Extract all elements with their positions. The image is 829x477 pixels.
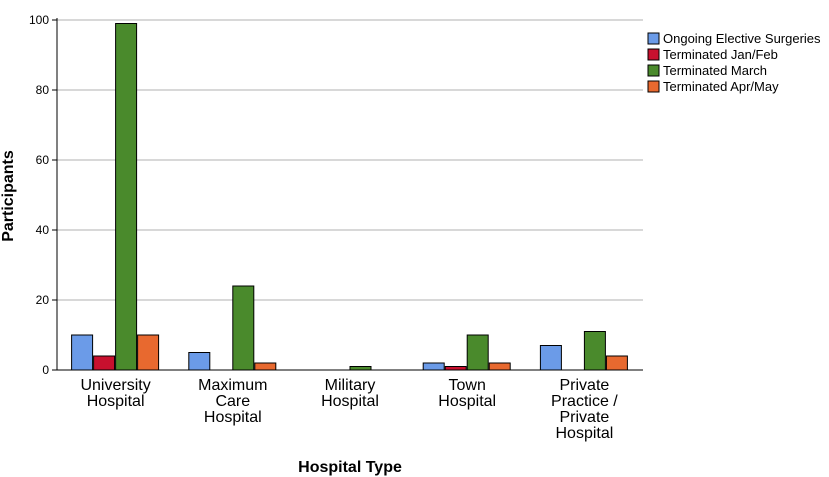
- x-category-label-line: Hospital: [204, 409, 262, 426]
- bar: [539, 345, 562, 371]
- axes: [56, 18, 643, 371]
- legend-label: Terminated March: [663, 63, 767, 78]
- bar: [422, 362, 445, 371]
- bar: [232, 285, 255, 371]
- bar: [188, 352, 211, 371]
- y-tick-label: 100: [29, 13, 49, 27]
- x-category-label-line: Care: [215, 393, 250, 410]
- bar: [115, 23, 138, 371]
- x-category-label-line: Hospital: [321, 393, 379, 410]
- bar: [137, 334, 160, 371]
- y-tick-label: 0: [42, 363, 49, 377]
- y-tick-labels: 0 20 40 60 80 100: [29, 13, 57, 377]
- x-category-label-line: Private: [560, 377, 610, 394]
- x-category-label-line: Hospital: [87, 393, 145, 410]
- bar: [466, 334, 489, 371]
- bar: [444, 366, 467, 371]
- x-category-label: University Hospital: [80, 377, 150, 410]
- x-category-label-line: University: [80, 377, 150, 394]
- legend-label: Terminated Jan/Feb: [663, 47, 778, 62]
- x-category-label: Military Hospital: [321, 377, 379, 410]
- x-category-label-line: Practice /: [551, 393, 618, 410]
- legend-swatch: [647, 80, 660, 93]
- bar: [349, 366, 372, 371]
- legend-label: Terminated Apr/May: [663, 79, 779, 94]
- bar: [71, 334, 94, 371]
- y-tick-label: 40: [36, 223, 50, 237]
- bar: [93, 355, 116, 371]
- x-category-label-line: Private: [560, 409, 610, 426]
- y-axis-title: Participants: [0, 150, 17, 242]
- y-tick-label: 80: [36, 83, 50, 97]
- x-category-label-line: Military: [325, 377, 376, 394]
- x-category-label-line: Town: [449, 377, 486, 394]
- bar: [488, 362, 511, 371]
- x-category-label-line: Hospital: [438, 393, 496, 410]
- x-axis-title: Hospital Type: [298, 459, 402, 476]
- bars: [71, 23, 628, 371]
- legend-swatch: [647, 32, 660, 45]
- x-category-label-line: Hospital: [555, 425, 613, 442]
- gridlines: [57, 19, 643, 301]
- x-category-label: Town Hospital: [438, 377, 496, 410]
- bar: [583, 331, 606, 371]
- legend-swatch: [647, 48, 660, 61]
- x-category-label: Private Practice / Private Hospital: [551, 377, 618, 442]
- y-tick-label: 20: [36, 293, 50, 307]
- bar: [254, 362, 277, 371]
- x-category-label-line: Maximum: [198, 377, 267, 394]
- legend-swatch: [647, 64, 660, 77]
- legend-label: Ongoing Elective Surgeries: [663, 31, 821, 46]
- y-tick-label: 60: [36, 153, 50, 167]
- bar: [605, 355, 628, 371]
- x-category-label: Maximum Care Hospital: [198, 377, 267, 426]
